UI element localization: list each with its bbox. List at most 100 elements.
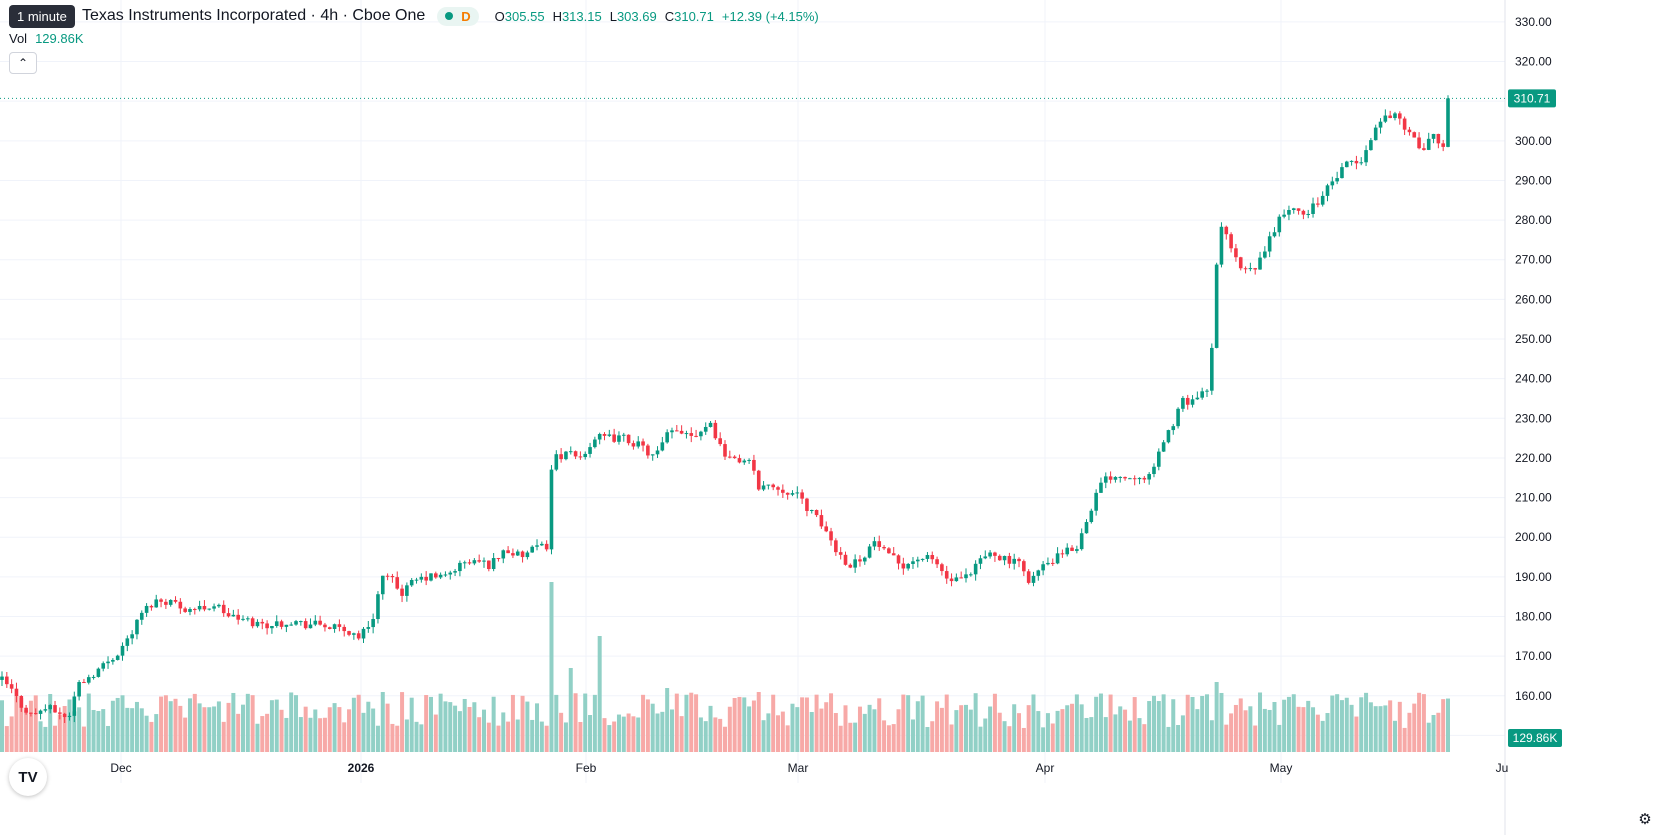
candle-body	[761, 485, 766, 490]
candle-body	[1123, 476, 1127, 479]
candle-body	[1166, 430, 1171, 443]
candle-body	[236, 614, 240, 620]
symbol-title[interactable]: Texas Instruments Incorporated · 4h · Cb…	[82, 7, 426, 24]
candle-body	[1026, 571, 1031, 583]
volume-bar	[424, 695, 429, 752]
volume-bar	[665, 688, 670, 752]
y-tick-label: 330.00	[1515, 15, 1552, 29]
candle-body	[352, 633, 356, 635]
volume-bar	[192, 693, 197, 752]
volume-bar	[9, 716, 14, 752]
candle-body	[665, 432, 669, 443]
candle-body	[766, 484, 771, 486]
volume-bar	[602, 718, 607, 752]
volume-bar	[954, 710, 959, 752]
candle-body	[1238, 257, 1243, 269]
volume-bar	[1441, 699, 1446, 752]
volume-bar	[583, 693, 588, 752]
candle-body	[217, 604, 221, 607]
volume-bar	[322, 717, 327, 752]
volume-bar	[327, 707, 332, 752]
candle-body	[149, 605, 154, 608]
market-status-pill[interactable]: D	[437, 6, 479, 26]
time-axis[interactable]: Dec 2026 Feb Mar Apr May Ju	[110, 761, 1508, 775]
candle-body	[491, 558, 496, 570]
x-tick-label: May	[1270, 761, 1293, 775]
volume-bar	[477, 717, 482, 752]
candle-body	[1431, 133, 1436, 139]
volume-bar	[655, 713, 660, 752]
candle-body	[1277, 216, 1282, 233]
volume-bar	[1021, 727, 1026, 752]
volume-bar	[67, 699, 72, 752]
volume-bar	[173, 698, 178, 752]
volume-bar	[1282, 699, 1287, 752]
candle-body	[1137, 477, 1142, 480]
volume-bar	[1219, 692, 1224, 752]
collapse-legend-button[interactable]: ⌃	[9, 52, 37, 74]
volume-bar	[1311, 707, 1316, 752]
volume-bar	[1123, 709, 1128, 752]
candle-body	[24, 707, 28, 713]
volume-bar	[1248, 706, 1253, 752]
volume-bar	[1306, 700, 1311, 752]
volume-bar	[809, 712, 814, 752]
volume-bar	[901, 694, 906, 752]
candle-body	[1229, 234, 1233, 249]
volume-bar	[910, 719, 915, 752]
volume-bar	[342, 722, 347, 752]
candle-body	[1219, 226, 1224, 265]
candle-body	[260, 621, 265, 624]
volume-bar	[1243, 710, 1248, 752]
candle-body	[882, 546, 886, 549]
candle-body	[1398, 113, 1402, 119]
volume-bar	[62, 706, 67, 752]
candle-body	[1354, 160, 1359, 164]
volume-bar	[1205, 694, 1209, 752]
candle-body	[33, 713, 38, 715]
candle-body	[679, 430, 684, 434]
candle-body	[405, 585, 409, 596]
volume-bar	[462, 698, 467, 752]
candle-body	[241, 618, 245, 620]
candle-body	[1075, 549, 1079, 551]
candle-body	[1103, 476, 1108, 483]
gear-icon[interactable]: ⚙	[1638, 811, 1652, 828]
candle-body	[891, 553, 896, 556]
volume-bar	[563, 722, 568, 752]
candle-body	[1084, 522, 1089, 534]
candle-body	[318, 620, 322, 625]
volume-bar	[1224, 724, 1229, 752]
y-tick-label: 220.00	[1515, 451, 1552, 465]
volume-bar	[57, 714, 62, 752]
volume-bar	[872, 709, 877, 752]
candle-body	[670, 430, 674, 433]
volume-bar	[1007, 726, 1012, 752]
volume-bar	[612, 721, 617, 752]
candle-body	[130, 634, 134, 639]
volume-bar	[607, 725, 612, 752]
volume-bar	[19, 698, 24, 752]
volume-bar	[1185, 694, 1190, 752]
volume-bar	[284, 717, 289, 752]
candle-body	[776, 487, 780, 490]
volume-bar	[419, 724, 424, 752]
candle-body	[409, 579, 414, 586]
candle-body	[453, 571, 457, 573]
y-tick-label: 280.00	[1515, 213, 1552, 227]
volume-bar	[1368, 702, 1373, 752]
candle-body	[593, 439, 597, 448]
volume-bar	[4, 726, 9, 752]
volume-bar	[1267, 709, 1272, 752]
volume-bar	[1012, 704, 1017, 752]
candle-body	[347, 631, 351, 635]
candle-body	[438, 574, 443, 578]
high-value: 313.15	[561, 8, 602, 24]
volume-bar	[616, 714, 621, 752]
tradingview-logo[interactable]: TV	[9, 758, 47, 796]
candle-body	[1065, 547, 1070, 555]
volume-bar	[1359, 697, 1364, 752]
price-axis[interactable]: 330.00320.00310.00300.00290.00280.00270.…	[1515, 15, 1552, 743]
volume-bar	[86, 693, 91, 752]
